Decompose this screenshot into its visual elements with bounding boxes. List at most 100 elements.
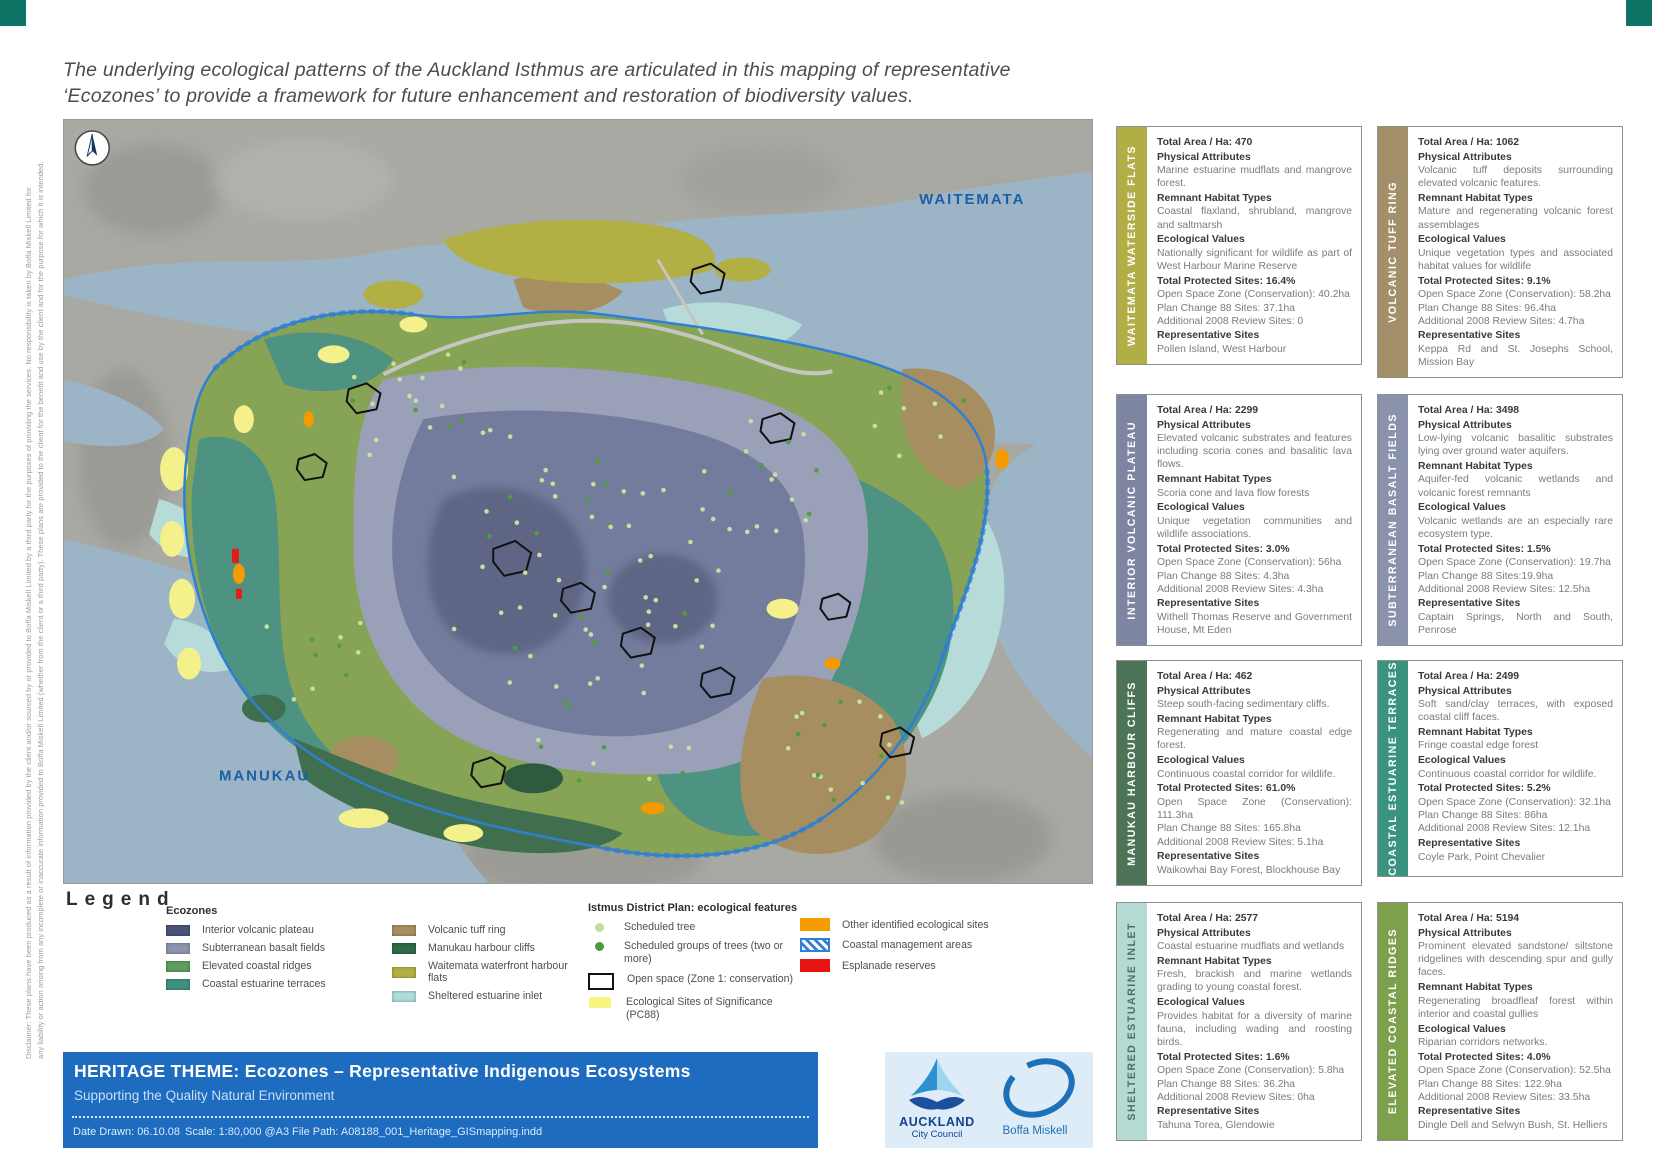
ecozone-panel-waitemata-waterside-flats: WAITEMATA WATERSIDE FLATS Total Area / Ha…: [1116, 126, 1362, 366]
panel-text: Plan Change 88 Sites: 86ha: [1418, 810, 1548, 822]
panel-text: Additional 2008 Review Sites: 12.5ha: [1418, 583, 1591, 595]
panel-text: Fresh, brackish and marine wetlands grad…: [1157, 969, 1352, 994]
panel-content: Total Area / Ha: 2499 Physical Attributes…: [1408, 661, 1622, 876]
panel-text: Riparian corridors networks.: [1418, 1037, 1548, 1049]
auckland-city-council-logo: AUCKLAND City Council: [889, 1054, 985, 1148]
footer-subtitle: Supporting the Quality Natural Environme…: [74, 1088, 335, 1103]
ecozones-map: WAITEMATA MANUKAU: [63, 119, 1093, 884]
panel-heading: Remnant Habitat Types: [1157, 713, 1272, 725]
isthmus-ecozones: [184, 219, 995, 856]
legend-item: Manukau harbour cliffs: [392, 942, 582, 954]
ecozone-panel-sheltered-estuarine-inlet: SHELTERED ESTUARINE INLET Total Area / Ha…: [1116, 902, 1362, 1142]
legend-swatch: [392, 990, 416, 1002]
panel-text: Plan Change 88 Sites: 96.4ha: [1418, 302, 1557, 314]
panel-text: Plan Change 88 Sites: 36.2ha: [1157, 1078, 1296, 1090]
panel-heading: Remnant Habitat Types: [1418, 460, 1533, 472]
ecozone-panel-subterranean-basalt-fields: SUBTERRANEAN BASALT FIELDS Total Area / H…: [1377, 394, 1623, 647]
auckland-logo-text: AUCKLAND: [899, 1115, 975, 1129]
legend-label: Interior volcanic plateau: [202, 924, 314, 936]
footer-divider: [72, 1116, 809, 1118]
corner-mark-top-right: [1626, 0, 1652, 26]
ecozone-panel-coastal-estuarine-terraces: COASTAL ESTUARINE TERRACES Total Area / H…: [1377, 660, 1623, 877]
panel-heading: Total Protected Sites: 9.1%: [1418, 275, 1551, 287]
panel-text: Volcanic wetlands are an especially rare…: [1418, 515, 1613, 541]
logo-panel: AUCKLAND City Council Boffa Miskell: [885, 1052, 1093, 1148]
page-title-line2: ‘Ecozones’ to provide a framework for fu…: [63, 84, 914, 107]
page-title: The underlying ecological patterns of th…: [63, 58, 1073, 109]
orange-swatch: [800, 918, 830, 931]
panel-heading: Total Protected Sites: 61.0%: [1157, 783, 1296, 795]
boffa-miskell-logo: Boffa Miskell: [983, 1054, 1087, 1148]
panel-text: Captain Springs, North and South, Penros…: [1418, 611, 1613, 637]
panel-content: Total Area / Ha: 1062 Physical Attributes…: [1408, 127, 1622, 377]
panel-title: SHELTERED ESTUARINE INLET: [1126, 922, 1138, 1121]
dot-light-swatch: [595, 923, 604, 932]
panel-heading: Physical Attributes: [1157, 419, 1251, 431]
legend-ecozones-header: Ecozones: [166, 905, 218, 917]
panel-heading: Total Area / Ha: 470: [1157, 136, 1253, 148]
legend-label: Coastal management areas: [842, 939, 973, 951]
legend-item: Interior volcanic plateau: [166, 924, 356, 936]
panel-heading: Ecological Values: [1418, 502, 1506, 514]
other-ecological-sites: [232, 411, 1009, 815]
panel-heading: Total Protected Sites: 4.0%: [1418, 1051, 1551, 1063]
panel-heading: Representative Sites: [1418, 1106, 1521, 1118]
panel-heading: Ecological Values: [1157, 234, 1245, 246]
panel-text: Soft sand/clay terraces, with exposed co…: [1418, 699, 1613, 724]
panel-heading: Representative Sites: [1418, 838, 1521, 849]
scheduled-trees-dots: [264, 352, 966, 805]
panel-text: Open Space Zone (Conservation): 40.2ha: [1157, 289, 1350, 301]
panel-text: Provides habitat for a diversity of mari…: [1157, 1010, 1352, 1049]
panel-text: Open Space Zone (Conservation): 56ha: [1157, 557, 1342, 569]
legend-swatch: [166, 942, 190, 954]
legend-label: Other identified ecological sites: [842, 918, 989, 931]
panel-heading: Remnant Habitat Types: [1157, 474, 1272, 486]
legend-label: Volcanic tuff ring: [428, 924, 506, 936]
legend-item: Coastal estuarine terraces: [166, 978, 356, 990]
panel-heading: Representative Sites: [1157, 851, 1260, 863]
disclaimer-text-line2: any liability or action arising from any…: [36, 161, 45, 1059]
footer-file-path: File Path: A08188_001_Heritage_GISmappin…: [292, 1126, 543, 1138]
panel-heading: Representative Sites: [1157, 1106, 1260, 1118]
label-waitemata: WAITEMATA: [919, 191, 1025, 208]
dot-dark-swatch: [595, 942, 604, 952]
panel-text: Mature and regenerating volcanic forest …: [1418, 206, 1613, 231]
panel-content: Total Area / Ha: 3498 Physical Attributes…: [1408, 395, 1622, 645]
panel-heading: Representative Sites: [1418, 330, 1521, 342]
legend-label: Ecological Sites of Significance (PC88): [626, 995, 773, 1021]
panel-title: MANUKAU HARBOUR CLIFFS: [1126, 680, 1138, 866]
legend-label: Elevated coastal ridges: [202, 960, 312, 972]
legend-district-header: Istmus District Plan: ecological feature…: [588, 902, 798, 914]
legend-label: Esplanade reserves: [842, 959, 936, 972]
panel-text: Fringe coastal edge forest: [1418, 740, 1539, 752]
panel-title: SUBTERRANEAN BASALT FIELDS: [1387, 413, 1399, 627]
legend-item: Elevated coastal ridges: [166, 960, 356, 972]
legend-swatch: [166, 960, 190, 972]
panel-text: Dingle Dell and Selwyn Bush, St. Hellier…: [1418, 1119, 1608, 1131]
panel-text: Unique vegetation communities and wildli…: [1157, 515, 1352, 541]
legend-district-plan: Istmus District Plan: ecological feature…: [588, 902, 800, 1028]
panel-heading: Total Area / Ha: 462: [1157, 670, 1253, 682]
red-swatch: [800, 959, 830, 972]
legend-swatch: [392, 966, 416, 978]
panel-text: Nationally significant for wildlife as p…: [1157, 247, 1352, 273]
auckland-logo-subtext: City Council: [911, 1129, 963, 1140]
panel-text: Additional 2008 Review Sites: 4.7ha: [1418, 315, 1585, 327]
panel-text: Continuous coastal corridor for wildlife…: [1418, 768, 1597, 780]
panel-content: Total Area / Ha: 470 Physical Attributes M…: [1147, 127, 1361, 364]
ecozone-panel-elevated-coastal-ridges: ELEVATED COASTAL RIDGES Total Area / Ha: …: [1377, 902, 1623, 1142]
panel-heading: Total Area / Ha: 1062: [1418, 136, 1520, 148]
disclaimer-text-line1: Disclaimer: These plans have been produc…: [24, 187, 33, 1059]
panel-text: Open Space Zone (Conservation): 19.7ha: [1418, 557, 1611, 569]
panel-content: Total Area / Ha: 462 Physical Attributes S…: [1147, 661, 1361, 885]
panel-text: Low-lying volcanic basalitic substrates …: [1418, 433, 1613, 458]
panel-heading: Remnant Habitat Types: [1418, 982, 1533, 994]
auckland-sail-icon: [909, 1058, 965, 1110]
panel-heading: Total Area / Ha: 2299: [1157, 404, 1259, 416]
panel-heading: Representative Sites: [1418, 598, 1521, 610]
legend-label: Open space (Zone 1: conservation): [627, 972, 794, 985]
panel-text: Regenerating and mature coastal edge for…: [1157, 727, 1352, 752]
panel-content: Total Area / Ha: 2577 Physical Attributes…: [1147, 903, 1361, 1140]
panel-text: Unique vegetation types and associated h…: [1418, 247, 1613, 273]
panel-title: VOLCANIC TUFF RING: [1387, 181, 1399, 324]
